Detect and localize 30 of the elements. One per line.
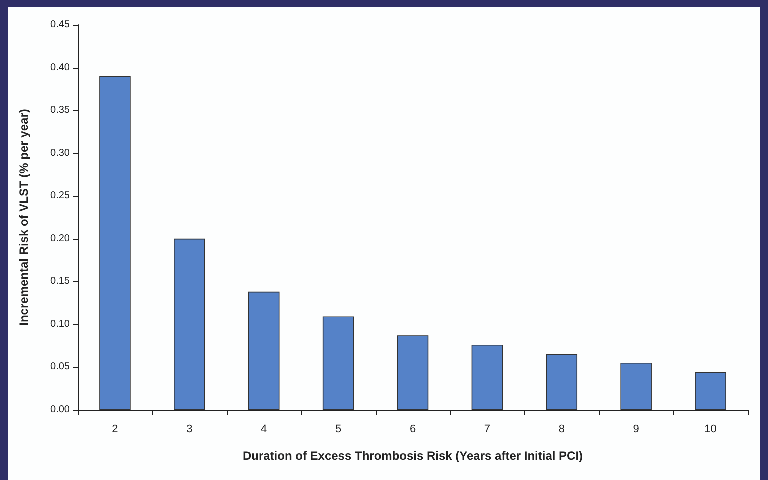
x-tick-label: 4	[261, 424, 268, 436]
y-tick-label: 0.20	[50, 233, 70, 244]
y-tick-label: 0.10	[50, 318, 70, 330]
x-tick-label: 7	[484, 424, 491, 436]
bar	[322, 316, 354, 410]
x-tick-label: 5	[335, 424, 342, 436]
y-tick-label: 0.00	[50, 404, 70, 416]
x-tick-label: 2	[112, 424, 118, 436]
x-axis-title: Duration of Excess Thrombosis Risk (Years after Initial PCI)	[242, 449, 584, 463]
y-tick-label: 0.15	[50, 276, 70, 288]
y-tick-label: 0.40	[50, 62, 70, 74]
bar	[248, 292, 280, 410]
x-tick-label: 10	[704, 424, 717, 436]
bar	[174, 238, 206, 410]
bar	[620, 362, 652, 410]
y-tick-label: 0.45	[50, 20, 70, 30]
bar	[546, 354, 578, 410]
x-tick-label: 3	[186, 424, 193, 436]
x-tick-label: 6	[410, 424, 416, 436]
x-tick-label: 8	[558, 424, 565, 436]
bar	[100, 76, 131, 410]
y-tick-label: 0.30	[50, 148, 70, 159]
x-tick-label: 9	[633, 424, 640, 436]
bar	[695, 372, 726, 410]
bar	[397, 336, 429, 410]
y-tick-label: 0.25	[50, 190, 70, 202]
bar	[472, 344, 504, 410]
y-axis-title: Incremental Risk of VLST (% per year)	[17, 109, 31, 326]
y-tick-label: 0.05	[50, 362, 70, 373]
y-tick-label: 0.35	[50, 105, 70, 116]
